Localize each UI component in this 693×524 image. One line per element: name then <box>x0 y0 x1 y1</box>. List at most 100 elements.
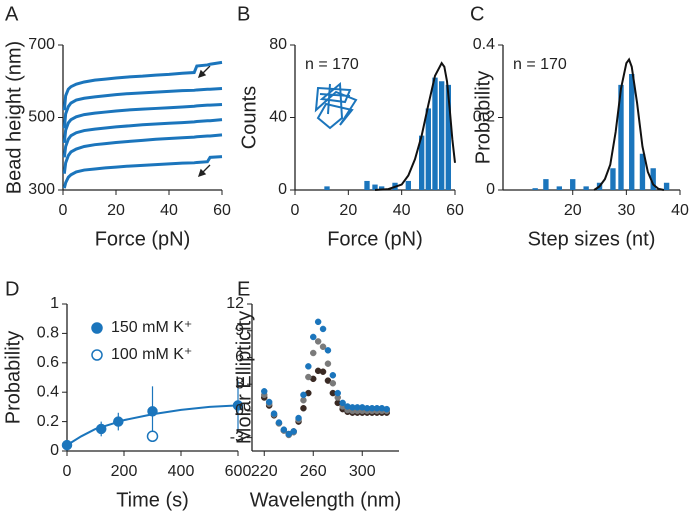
point <box>261 388 268 395</box>
point <box>290 428 297 435</box>
point <box>300 391 307 399</box>
panel-letter: B <box>237 3 250 25</box>
x-axis-label: Time (s) <box>116 489 189 511</box>
x-axis-label: Wavelength (nm) <box>250 489 402 511</box>
panel-letter: E <box>237 278 250 300</box>
point <box>383 405 390 413</box>
x-axis-label: Force (pN) <box>95 228 191 250</box>
x-tick-label: 0 <box>63 463 72 480</box>
x-tick-label: 40 <box>160 202 178 219</box>
point <box>324 360 332 367</box>
point <box>324 377 332 384</box>
bar <box>543 179 549 190</box>
annotation: n = 170 <box>513 56 567 73</box>
point <box>329 372 337 379</box>
point <box>270 410 278 417</box>
point <box>265 398 273 406</box>
bar <box>618 84 624 190</box>
y-tick-label: 0 <box>235 402 244 419</box>
x-tick-label: 400 <box>168 463 195 480</box>
y-axis-label: Bead height (nm) <box>3 41 25 194</box>
x-tick-label: 0 <box>59 202 68 219</box>
panel-letter: A <box>5 3 19 25</box>
x-tick-label: 20 <box>107 202 125 219</box>
y-tick-label: 12 <box>226 295 244 312</box>
line <box>66 404 239 446</box>
y-axis-label: Counts <box>238 86 260 149</box>
bar <box>445 84 451 190</box>
point <box>319 368 327 375</box>
x-tick-label: 200 <box>111 463 138 480</box>
point <box>319 325 327 333</box>
line <box>62 155 223 189</box>
point <box>319 343 327 351</box>
bar <box>532 188 538 190</box>
y-tick-label: 3 <box>235 375 244 392</box>
panel-letter: C <box>470 3 484 25</box>
point <box>314 318 322 326</box>
y-tick-label: 500 <box>28 109 55 126</box>
line <box>62 133 223 174</box>
bar <box>639 153 646 190</box>
panel-letter: D <box>5 278 19 300</box>
annotation: n = 170 <box>305 56 359 73</box>
x-tick-label: 220 <box>251 463 278 480</box>
bar <box>556 186 562 190</box>
line <box>62 60 223 111</box>
arrow-head <box>197 168 207 178</box>
y-tick-label: 300 <box>28 181 55 198</box>
line <box>62 87 223 129</box>
point <box>310 349 317 357</box>
y-axis-label: Molar Ellipticity <box>233 311 255 444</box>
bar <box>439 81 445 190</box>
x-tick-label: 60 <box>446 202 464 219</box>
line <box>62 118 223 158</box>
bar <box>663 182 670 190</box>
arrow-head <box>197 69 207 79</box>
x-tick-label: 40 <box>393 202 411 219</box>
point <box>310 333 317 341</box>
point <box>305 363 312 370</box>
bar <box>629 74 635 190</box>
bar <box>432 77 438 190</box>
y-tick-label: 9 <box>235 322 244 339</box>
x-axis-label: Step sizes (nt) <box>528 228 656 250</box>
y-axis-label: Probability <box>2 331 24 424</box>
bar <box>379 186 385 190</box>
y-tick-label: 0.8 <box>37 325 59 342</box>
y-tick-label: -3 <box>230 429 244 446</box>
x-tick-label: 0 <box>291 202 300 219</box>
y-tick-label: 1 <box>50 295 59 312</box>
y-tick-label: 0.4 <box>473 36 495 53</box>
x-tick-label: 20 <box>564 202 582 219</box>
legend-label: 150 mM K⁺ <box>111 319 192 336</box>
y-tick-label: 40 <box>269 109 287 126</box>
y-tick-label: 80 <box>269 36 287 53</box>
x-tick-label: 20 <box>339 202 357 219</box>
x-axis-label: Force (pN) <box>327 228 423 250</box>
point <box>146 430 159 443</box>
y-tick-label: 0.4 <box>37 383 59 400</box>
point <box>324 347 332 354</box>
x-tick-label: 300 <box>349 463 376 480</box>
legend-label: 100 mM K⁺ <box>111 346 192 363</box>
point <box>334 389 341 397</box>
y-tick-label: 0.2 <box>473 109 495 126</box>
bar <box>583 186 589 190</box>
line <box>62 102 223 144</box>
y-axis-label: Probability <box>472 71 494 164</box>
bar <box>419 135 425 190</box>
x-tick-label: 260 <box>300 463 327 480</box>
bar <box>610 168 616 190</box>
bar <box>570 179 576 190</box>
bar <box>372 184 378 190</box>
x-tick-label: 30 <box>617 202 635 219</box>
point <box>305 373 312 381</box>
point <box>314 338 322 345</box>
bar <box>405 180 411 190</box>
y-tick-label: 0 <box>50 442 59 459</box>
y-tick-label: 6 <box>235 349 244 366</box>
x-tick-label: 40 <box>671 202 689 219</box>
y-tick-label: 0 <box>278 181 287 198</box>
